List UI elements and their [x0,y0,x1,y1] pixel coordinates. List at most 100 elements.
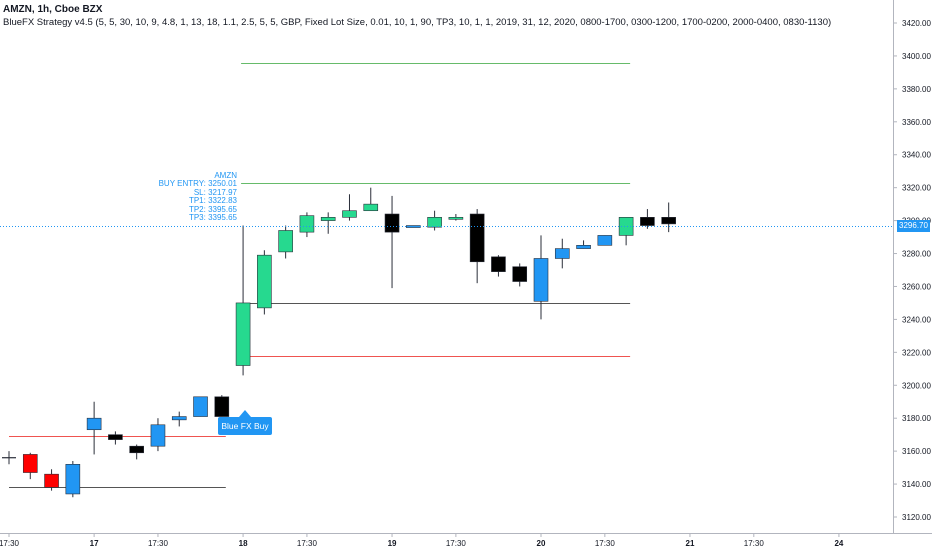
price-tick-label: 3420.00 [902,19,931,28]
buy-signal-label[interactable]: Blue FX Buy [218,410,272,435]
candle [640,209,655,229]
candle-body [661,217,676,225]
price-tick-label: 3280.00 [902,250,931,259]
candle-body [44,473,59,488]
candle [22,452,38,480]
candle [320,212,336,234]
candle-body [469,213,485,263]
trade-info-tp1: TP1: 3322.83 [188,196,237,206]
time-tick-label: 17:30 [744,539,765,548]
price-axis: 3120.00 3140.00 3160.00 3180.00 3200.00 3220.… [893,0,931,533]
candle [448,214,464,221]
candle-body [342,210,357,218]
time-tick-label: 24 [834,539,843,548]
candle [576,240,591,249]
candle [278,225,293,259]
strategy-legend[interactable]: BlueFX Strategy v4.5 (5, 5, 30, 10, 9, 4… [3,17,832,28]
candle [491,255,506,277]
candle-body [427,217,442,228]
trade-info-symbol: AMZN [214,171,237,180]
candles-layer [2,187,676,498]
candle [86,401,102,455]
candle-body [448,217,464,220]
candle-body [512,266,528,282]
candle-body [65,464,81,495]
price-tick-label: 3120.00 [902,513,931,522]
candle-body [108,434,123,440]
candle [533,235,549,320]
candle [384,195,400,289]
price-tick-label: 3340.00 [902,151,931,160]
candle-body [86,417,102,431]
candle [193,396,208,417]
candle [171,411,187,427]
time-tick-label: 17:30 [0,539,20,548]
candle [299,212,315,238]
candle [342,194,357,221]
candle-body [640,217,655,226]
trade-info-sl: SL: 3217.97 [193,187,237,197]
trade-info-box: AMZN BUY ENTRY: 3250.01 SL: 3217.97 TP1:… [120,171,237,223]
candle-body [171,416,187,421]
price-tick-label: 3240.00 [902,315,931,324]
time-tick-label: 21 [686,539,695,548]
candle [44,469,59,491]
candle-body [193,396,208,417]
price-tick-label: 3400.00 [902,52,931,61]
candle [597,235,613,246]
candle [2,451,16,465]
candle [618,217,634,246]
trade-info-tp3: TP3: 3395.65 [188,213,237,223]
candle-body [129,445,144,454]
price-tick-label: 3220.00 [902,348,931,357]
candle [129,444,144,460]
candle-body [257,254,272,309]
candle [214,395,230,417]
candle-body [235,302,251,366]
candle [257,250,272,315]
time-tick-label: 18 [239,539,248,548]
time-tick-label: 20 [537,539,546,548]
candle-body [491,256,506,272]
price-tick-label: 3260.00 [902,282,931,291]
candle-body [597,235,613,246]
price-tick-label: 3140.00 [902,480,931,489]
price-tick-label: 3320.00 [902,184,931,193]
candle-body [363,203,379,212]
price-tick-label: 3160.00 [902,447,931,456]
price-tick-label: 3360.00 [902,118,931,127]
trade-info-entry: BUY ENTRY: 3250.01 [158,179,237,189]
candle [512,263,528,287]
time-tick-label: 17:30 [595,539,616,548]
time-axis: 17:30 17 17:30 18 17:30 19 17:30 20 17:30 21 17:30… [0,533,932,548]
candle-body [278,230,293,253]
time-tick-label: 17:30 [446,539,467,548]
candle-body [22,454,38,473]
candle-body [384,213,400,233]
candle [661,202,676,233]
candle [150,418,166,452]
trade-info-tp2: TP2: 3395.65 [188,204,237,214]
price-tick-label: 3200.00 [902,381,931,390]
price-tick-label: 3180.00 [902,414,931,423]
current-price-tag: 3296.70 [897,220,930,232]
candle-body [533,258,549,302]
candle [427,210,442,231]
candle [554,238,570,269]
candle [363,187,379,212]
candle [108,431,123,445]
symbol-legend[interactable]: AMZN, 1h, Cboe BZX [3,4,103,15]
candle-body [320,217,336,221]
candle-body [150,424,166,447]
time-tick-label: 17:30 [297,539,318,548]
candle [235,225,251,376]
candle-body [554,248,570,259]
candle [65,461,81,498]
candle-body [214,396,230,417]
time-tick-label: 19 [388,539,397,548]
candle [469,209,485,284]
price-tick-label: 3380.00 [902,85,931,94]
candle-body [576,245,591,249]
